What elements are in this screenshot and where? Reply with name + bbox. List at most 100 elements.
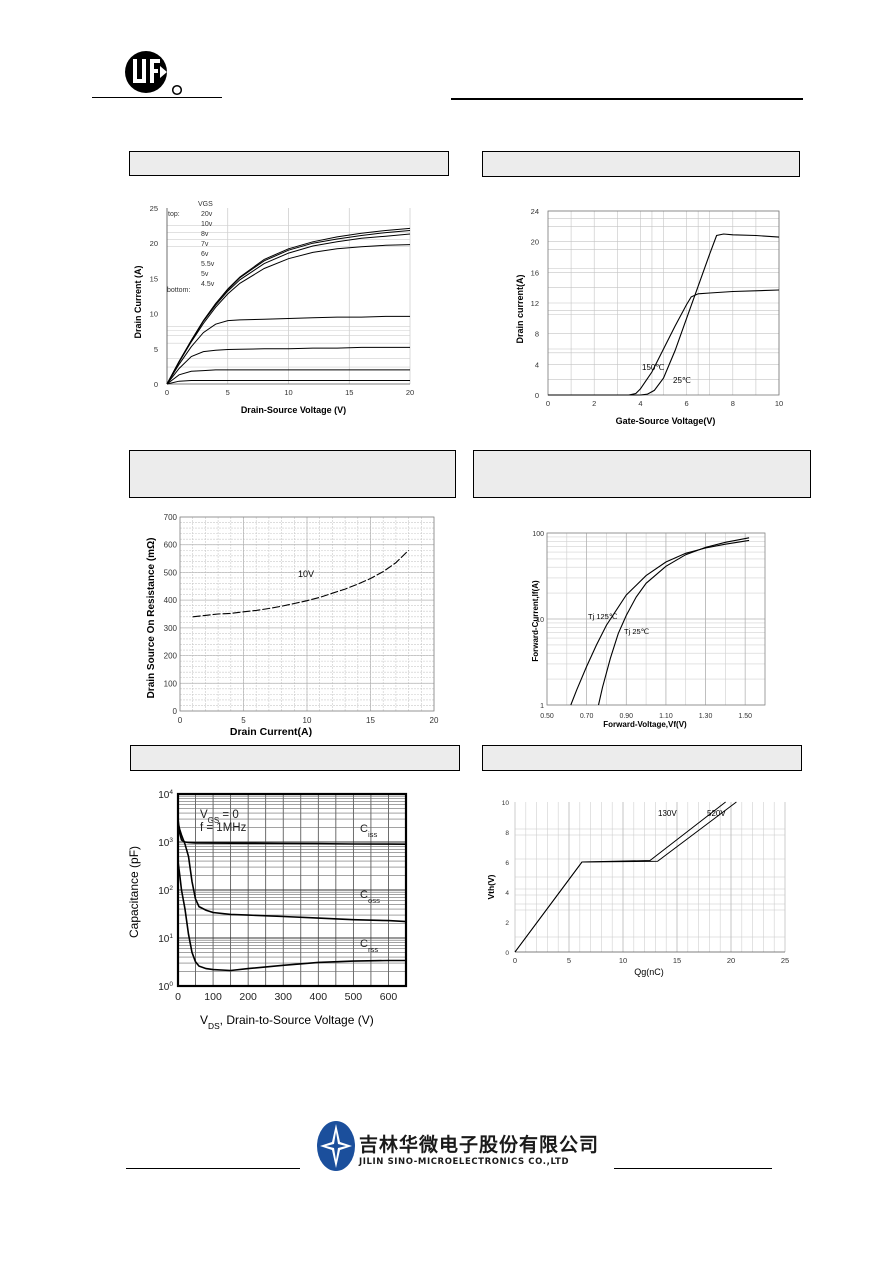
x-axis-label: VDS, Drain-to-Source Voltage (V) (200, 1013, 374, 1030)
annotation-130v: 130V (658, 809, 677, 818)
x-tick-label: 1.30 (699, 713, 713, 720)
y-tick-label: 10 (502, 800, 510, 807)
series-line (514, 801, 737, 953)
x-tick-label: 0.70 (580, 713, 594, 720)
x-tick-label: 300 (274, 991, 292, 1003)
figure4-caption-box (473, 450, 811, 498)
y-tick-label: 6 (505, 860, 509, 867)
footer-rule-right (614, 1168, 772, 1169)
y-tick-label: 102 (158, 885, 173, 897)
y-tick-label: 700 (164, 513, 178, 522)
y-tick-label: 101 (158, 933, 173, 945)
header-rule-left (92, 97, 222, 98)
company-logo (125, 51, 183, 96)
y-tick-label: 15 (150, 274, 158, 283)
series-line (570, 539, 750, 706)
legend-entry: 5v (201, 271, 209, 278)
y-tick-label: 20 (150, 239, 158, 248)
x-axis-label: Forward-Voltage,Vf(V) (603, 720, 687, 729)
plot-frame (547, 210, 780, 396)
y-tick-label: 104 (158, 789, 173, 801)
y-tick-label: 2 (505, 920, 509, 927)
plot-frame (546, 532, 766, 706)
x-tick-label: 10 (775, 399, 783, 408)
y-tick-label: 5 (154, 345, 158, 354)
y-tick-label: 24 (531, 207, 539, 216)
y-tick-label: 300 (164, 624, 178, 633)
legend-entry: 4.5v (201, 281, 215, 288)
annotation-tj-125c: Tj 125℃ (588, 612, 618, 621)
series-line (192, 549, 409, 618)
x-tick-label: 15 (345, 388, 353, 397)
x-tick-label: 0 (175, 991, 181, 1003)
y-tick-label: 8 (535, 330, 539, 339)
legend-entry: 10v (201, 221, 213, 228)
legend-entry: 5.5v (201, 261, 215, 268)
y-axis-label: Drain Current (A) (133, 265, 143, 338)
x-tick-label: 500 (345, 991, 363, 1003)
condition-label: VGS = 0 (200, 809, 239, 825)
legend-top-label: top: (168, 211, 180, 218)
series-line (597, 537, 750, 706)
y-tick-label: 8 (505, 830, 509, 837)
x-tick-label: 10 (619, 956, 627, 965)
annotation-25c: 25℃ (673, 376, 691, 385)
y-axis-label: Drain current(A) (515, 274, 525, 343)
x-tick-label: 8 (731, 399, 735, 408)
y-axis-label: Capacitance (pF) (127, 846, 141, 938)
footer-company-name-cn: 吉林华微电子股份有限公司 (359, 1134, 600, 1156)
header-rule-right (451, 98, 803, 100)
y-tick-label: 12 (531, 299, 539, 308)
x-tick-label: 5 (241, 716, 246, 725)
x-tick-label: 10 (303, 716, 312, 725)
legend-entry: 20v (201, 211, 213, 218)
x-tick-label: 6 (685, 399, 689, 408)
x-tick-label: 0 (513, 956, 517, 965)
y-tick-label: 0 (154, 380, 158, 389)
series-line (548, 233, 780, 396)
plot-frame (176, 792, 408, 988)
x-tick-label: 0 (178, 716, 183, 725)
y-tick-label: 100 (158, 981, 173, 993)
figure6-caption-box (482, 745, 802, 771)
x-tick-label: 20 (406, 388, 414, 397)
x-tick-label: 5 (567, 956, 571, 965)
y-axis-label: Forward-Current,If(A) (531, 580, 540, 662)
condition-label: f = 1MHz (200, 822, 247, 834)
footer-company-name-en: JILIN SINO-MICROELECTRONICS CO.,LTD (359, 1157, 570, 1167)
x-tick-label: 0 (165, 388, 169, 397)
legend-entry: 8v (201, 231, 209, 238)
x-axis-label: Drain Current(A) (230, 726, 312, 738)
x-tick-label: 1.10 (659, 713, 673, 720)
legend-header: VGS (198, 201, 213, 208)
y-tick-label: 0 (505, 950, 509, 957)
x-axis-label: Qg(nC) (634, 967, 664, 977)
series-line (166, 315, 410, 385)
y-tick-label: 4 (505, 890, 509, 897)
y-tick-label: 10 (536, 617, 544, 624)
x-tick-label: 10 (284, 388, 292, 397)
body-diode-chart: 0.50 0.70 0.90 1.10 1.30 1.50 1 10 100 Forward-Vo… (531, 531, 766, 729)
annotation-520v: 520V (707, 809, 726, 818)
x-tick-label: 5 (226, 388, 230, 397)
x-tick-label: 1.50 (738, 713, 752, 720)
y-tick-label: 200 (164, 652, 178, 661)
y-axis-label: Vth(V) (486, 874, 496, 899)
footer-logo-icon (317, 1121, 355, 1171)
figure2-caption-box (482, 151, 800, 177)
y-tick-label: 100 (164, 679, 178, 688)
series-line (177, 861, 406, 972)
gate-charge-chart: 0 5 10 15 20 25 0 2 4 6 8 10 Qg(nC) Vth(V) 130V 520V (486, 800, 789, 977)
x-axis-label: Drain-Source Voltage (V) (241, 405, 346, 415)
figure5-caption-box (130, 745, 460, 771)
y-tick-label: 0 (535, 391, 539, 400)
series-label: Coss (360, 889, 380, 905)
x-axis-label: Gate-Source Voltage(V) (616, 416, 716, 426)
x-tick-label: 2 (592, 399, 596, 408)
x-tick-label: 0 (546, 399, 550, 408)
y-tick-label: 100 (532, 531, 544, 538)
x-tick-label: 20 (430, 716, 439, 725)
